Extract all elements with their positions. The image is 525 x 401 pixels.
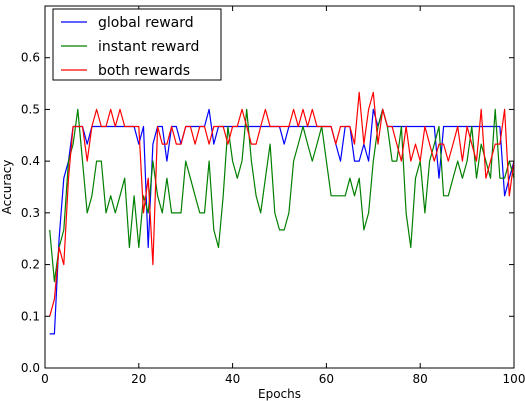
series-layer: [49, 91, 515, 335]
y-tick-label: 0.4: [21, 154, 40, 168]
x-tick-label: 40: [225, 372, 240, 386]
x-tick-label: 80: [413, 372, 428, 386]
y-tick-label: 0.1: [21, 309, 40, 323]
y-tick-label: 0.6: [21, 51, 40, 65]
y-tick-label: 0.2: [21, 258, 40, 272]
legend: global reward instant reward both rewards: [52, 8, 222, 81]
legend-label: both rewards: [98, 63, 190, 79]
x-tick-label: 20: [131, 372, 146, 386]
tick-layer: 0 20 40 60 80 100 0.0 0.1 0.2 0.3 0.4 0.5 0.6: [21, 6, 525, 386]
legend-label: instant reward: [98, 39, 199, 55]
y-axis-title: Accuracy: [0, 160, 14, 215]
x-tick-label: 60: [319, 372, 334, 386]
y-tick-label: 0.5: [21, 102, 40, 116]
series-line-instant-reward: [49, 108, 515, 283]
legend-frame: [52, 8, 222, 81]
x-tick-label: 0: [41, 372, 49, 386]
legend-label: global reward: [98, 15, 194, 31]
x-axis-title: Epochs: [258, 387, 301, 401]
plot-frame: [44, 5, 515, 369]
y-tick-label: 0.3: [21, 206, 40, 220]
y-tick-label: 0.0: [21, 361, 40, 375]
series-line-both-rewards: [49, 91, 515, 317]
x-tick-label: 100: [503, 372, 525, 386]
